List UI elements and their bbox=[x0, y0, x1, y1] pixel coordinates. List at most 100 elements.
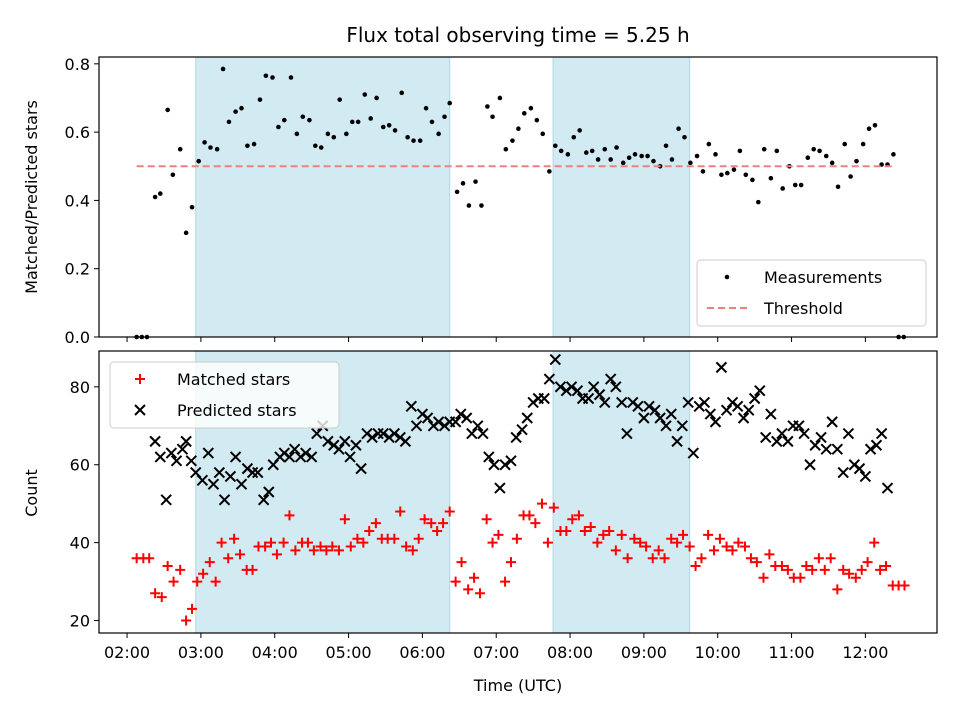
predicted-star-point bbox=[263, 486, 275, 498]
measurement-point bbox=[380, 124, 386, 130]
matched-star-point bbox=[389, 533, 400, 544]
measurement-point bbox=[694, 153, 700, 159]
predicted-star-point bbox=[149, 435, 161, 448]
legend-label: Predicted stars bbox=[177, 401, 297, 420]
measurement-point bbox=[479, 203, 484, 208]
matched-star-point bbox=[635, 537, 646, 548]
predicted-star-point bbox=[399, 435, 412, 448]
matched-star-point bbox=[567, 514, 578, 525]
predicted-star-point bbox=[170, 455, 183, 467]
predicted-star-point bbox=[682, 396, 694, 409]
predicted-star-point bbox=[449, 416, 462, 428]
matched-star-point bbox=[666, 533, 677, 544]
matched-star-point bbox=[696, 553, 707, 564]
predicted-star-point bbox=[377, 427, 389, 440]
matched-star-point bbox=[187, 603, 198, 614]
matched-star-point bbox=[474, 588, 485, 599]
matched-star-point bbox=[832, 584, 843, 595]
measurement-point bbox=[429, 119, 435, 125]
measurement-point bbox=[313, 143, 318, 149]
predicted-star-point bbox=[638, 412, 650, 424]
matched-star-point bbox=[622, 553, 633, 564]
predicted-star-point bbox=[793, 420, 805, 432]
matched-star-point bbox=[764, 549, 775, 560]
predicted-star-point bbox=[820, 443, 832, 455]
x-tick-label: 08:00 bbox=[547, 643, 593, 662]
predicted-star-point bbox=[538, 392, 550, 405]
predicted-star-point bbox=[804, 459, 816, 471]
legend-label: Threshold bbox=[763, 299, 843, 318]
measurement-point bbox=[521, 111, 527, 116]
y-tick-label: 0.2 bbox=[65, 260, 90, 279]
measurement-point bbox=[798, 182, 804, 188]
measurement-point bbox=[220, 66, 226, 72]
predicted-star-point bbox=[432, 416, 445, 428]
measurement-point bbox=[774, 148, 780, 154]
legend-label: Matched stars bbox=[177, 370, 290, 389]
predicted-star-point bbox=[649, 404, 661, 416]
measurement-point bbox=[263, 73, 269, 79]
measurement-point bbox=[436, 131, 441, 137]
predicted-star-point bbox=[760, 431, 772, 444]
measurement-point bbox=[842, 141, 848, 147]
measurement-point bbox=[497, 95, 503, 101]
matched-star-point bbox=[321, 545, 332, 556]
measurement-point bbox=[805, 155, 811, 161]
measurement-point bbox=[510, 138, 515, 143]
matched-star-point bbox=[302, 537, 313, 548]
measurement-point bbox=[780, 186, 785, 191]
matched-star-point bbox=[524, 510, 535, 521]
matched-star-point bbox=[426, 518, 437, 529]
measurement-point bbox=[565, 152, 571, 157]
predicted-star-point bbox=[472, 420, 484, 432]
measurement-point bbox=[239, 105, 244, 111]
predicted-star-point bbox=[554, 381, 567, 393]
matched-star-point bbox=[727, 545, 738, 556]
matched-star-point bbox=[308, 545, 319, 556]
y-tick-label: 80 bbox=[70, 378, 90, 397]
predicted-star-point bbox=[604, 373, 617, 385]
measurement-point bbox=[288, 75, 294, 80]
figure-title: Flux total observing time = 5.25 h bbox=[346, 23, 689, 47]
matched-star-point bbox=[758, 572, 769, 583]
predicted-star-point bbox=[654, 412, 666, 424]
measurement-point bbox=[602, 146, 608, 152]
measurement-point bbox=[245, 143, 250, 149]
predicted-star-point bbox=[859, 470, 872, 483]
measurement-point bbox=[835, 184, 841, 190]
matched-star-point bbox=[469, 572, 480, 583]
measurement-point bbox=[386, 122, 392, 128]
predicted-star-point bbox=[687, 447, 700, 459]
matched-star-point bbox=[647, 553, 658, 564]
predicted-star-point bbox=[466, 427, 478, 440]
measurement-point bbox=[713, 152, 718, 157]
matched-star-point bbox=[740, 541, 751, 552]
x-tick-label: 05:00 bbox=[325, 643, 371, 662]
predicted-star-point bbox=[881, 482, 894, 494]
predicted-star-point bbox=[776, 427, 788, 440]
measurement-point bbox=[405, 134, 410, 140]
legend: Matched stars Predicted stars bbox=[109, 361, 340, 429]
predicted-star-point bbox=[704, 408, 717, 420]
predicted-star-point bbox=[483, 451, 495, 463]
measurement-point bbox=[620, 160, 626, 166]
axes-frame bbox=[98, 56, 938, 338]
measurement-point bbox=[485, 104, 490, 109]
measurement-point bbox=[534, 117, 540, 123]
matched-star-point bbox=[210, 576, 221, 587]
predicted-star-point bbox=[593, 388, 606, 401]
measurement-point bbox=[848, 174, 853, 179]
measurement-point bbox=[558, 148, 564, 154]
measurement-point bbox=[577, 128, 582, 133]
predicted-star-point bbox=[587, 381, 600, 393]
measurement-point bbox=[368, 116, 374, 121]
predicted-star-point bbox=[252, 466, 264, 479]
matched-star-point bbox=[690, 561, 701, 572]
matched-star-point bbox=[511, 533, 522, 544]
matched-star-point bbox=[776, 561, 787, 572]
predicted-star-point bbox=[565, 381, 578, 393]
x-tick-label: 06:00 bbox=[399, 643, 445, 662]
matched-star-point bbox=[678, 529, 689, 540]
x-tick-label: 12:00 bbox=[842, 643, 888, 662]
